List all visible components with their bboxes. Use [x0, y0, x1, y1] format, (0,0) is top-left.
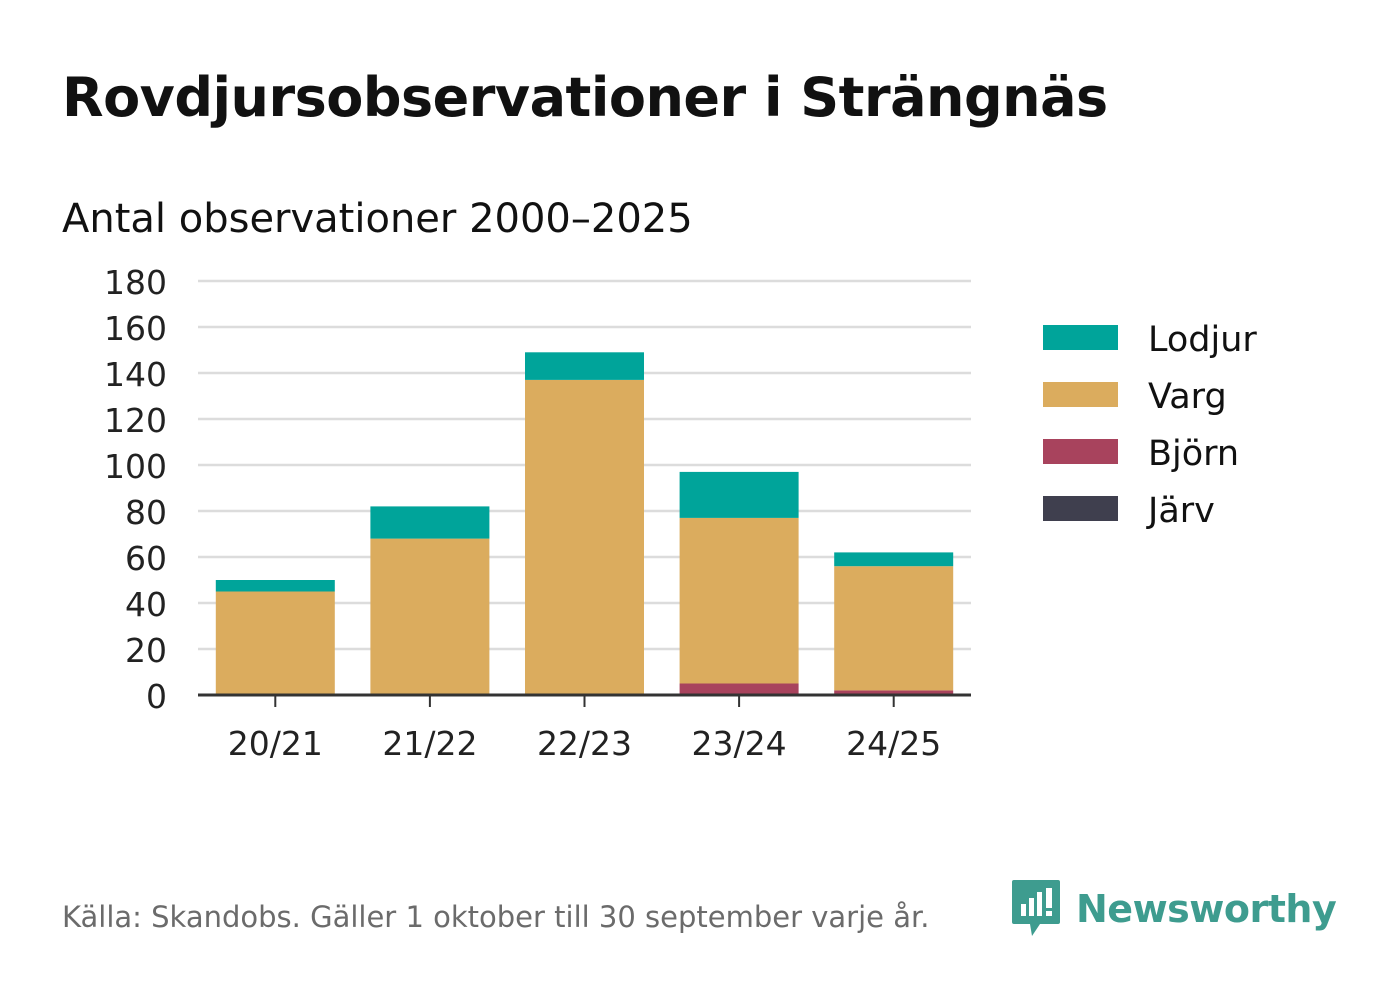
x-tick-label: 22/23 [537, 724, 632, 763]
legend-swatch [1043, 439, 1118, 464]
y-tick-label: 160 [104, 309, 167, 348]
bar-lodjur-22-23 [525, 352, 644, 380]
y-tick-label: 120 [104, 401, 167, 440]
legend-swatch [1043, 325, 1118, 350]
y-tick-label: 40 [125, 585, 167, 624]
bar-varg-23-24 [679, 517, 799, 684]
y-tick-label: 60 [125, 539, 167, 578]
legend-label: Varg [1148, 377, 1227, 417]
legend-swatch [1043, 496, 1118, 521]
y-tick-label: 0 [146, 677, 167, 716]
bar-varg-22-23 [525, 379, 644, 695]
bar-bjrn-23-24 [679, 683, 799, 695]
bar-bjrn-24-25 [834, 690, 954, 695]
legend-label: Lodjur [1148, 320, 1257, 360]
bar-lodjur-23-24 [679, 471, 799, 518]
bar-lodjur-21-22 [370, 506, 490, 539]
chart-subtitle: Antal observationer 2000–2025 [62, 196, 693, 242]
bar-lodjur-24-25 [834, 552, 954, 567]
y-tick-label: 80 [125, 493, 167, 532]
x-tick-label: 20/21 [228, 724, 323, 763]
y-tick-label: 140 [104, 355, 167, 394]
legend-swatch [1043, 382, 1118, 407]
source-note: Källa: Skandobs. Gäller 1 oktober till 3… [62, 900, 930, 934]
newsworthy-logo-icon [1012, 880, 1060, 936]
bar-lodjur-20-21 [215, 580, 335, 592]
y-tick-label: 20 [125, 631, 167, 670]
brand-name: Newsworthy [1076, 887, 1337, 931]
x-tick-label: 21/22 [382, 724, 477, 763]
legend-label: Björn [1148, 434, 1239, 474]
x-tick-label: 23/24 [692, 724, 787, 763]
y-tick-label: 180 [104, 263, 167, 302]
legend-label: Järv [1146, 491, 1215, 531]
brand-logo: Newsworthy [1010, 878, 1337, 940]
x-tick-label: 24/25 [846, 724, 941, 763]
y-tick-label: 100 [104, 447, 167, 486]
chart-title: Rovdjursobservationer i Strängnäs [62, 66, 1108, 129]
bar-varg-24-25 [834, 566, 954, 691]
bar-varg-21-22 [370, 538, 490, 695]
bar-varg-20-21 [215, 591, 335, 695]
